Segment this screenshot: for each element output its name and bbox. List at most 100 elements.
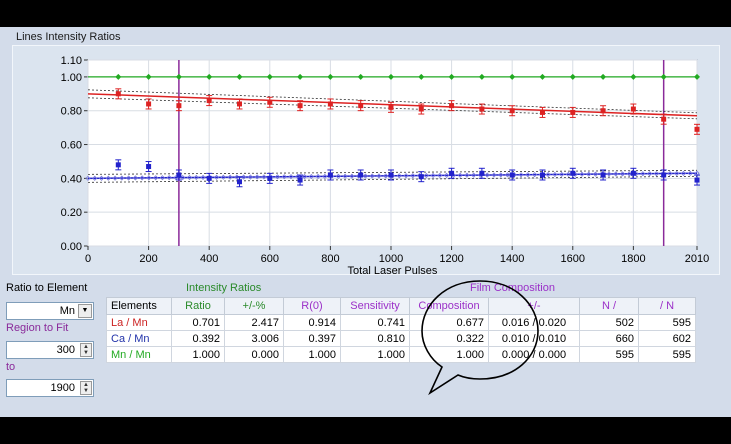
col-elements[interactable]: Elements (106, 297, 172, 315)
x-tick-label: 2010 (685, 253, 709, 265)
data-point[interactable] (388, 172, 394, 178)
data-point[interactable] (630, 73, 637, 80)
table-row-mn-mn[interactable]: Mn / Mn 1.000 0.000 1.000 1.000 1.000 0.000 / … (106, 346, 696, 363)
spinner-arrows-icon[interactable]: ▲ ▼ (80, 381, 92, 395)
data-point[interactable] (115, 91, 121, 97)
data-point[interactable] (327, 73, 334, 80)
data-point[interactable] (539, 73, 546, 80)
x-axis-label: Total Laser Pulses (348, 265, 438, 276)
data-point[interactable] (297, 103, 303, 109)
fit-marker (193, 174, 199, 181)
film-composition-header: Film Composition (470, 282, 555, 294)
data-point[interactable] (569, 73, 576, 80)
region-to-spinner[interactable]: 1900 ▲ ▼ (6, 379, 94, 397)
data-point[interactable] (297, 177, 303, 183)
table-body: La / Mn 0.701 2.417 0.914 0.741 0.677 0.016 / … (106, 314, 696, 363)
table-row-ca-mn[interactable]: Ca / Mn 0.392 3.006 0.397 0.810 0.322 0.010 / … (106, 330, 696, 347)
x-tick-label: 200 (139, 253, 157, 265)
data-point[interactable] (145, 73, 152, 80)
data-point[interactable] (327, 101, 333, 107)
data-point[interactable] (358, 172, 364, 178)
data-point[interactable] (418, 106, 424, 112)
data-point[interactable] (694, 126, 700, 132)
col-n-denominator[interactable]: / N (638, 297, 696, 315)
data-point[interactable] (570, 170, 576, 176)
fit-marker (680, 170, 687, 176)
data-point[interactable] (267, 99, 273, 105)
data-point[interactable] (236, 101, 242, 107)
data-point[interactable] (509, 172, 515, 178)
data-point[interactable] (418, 174, 424, 180)
y-tick-label: 0.60 (61, 140, 82, 152)
data-point[interactable] (327, 172, 333, 178)
fit-marker (105, 175, 111, 181)
chart-plot: 0.00 0.20 0.40 0.60 0.80 1.00 1.10 0 200 400 600 80… (61, 55, 710, 276)
data-point[interactable] (146, 164, 152, 170)
data-point[interactable] (176, 103, 182, 109)
data-point[interactable] (694, 73, 700, 80)
to-label: to (6, 361, 16, 373)
col-ratio-error[interactable]: +/-% (224, 297, 284, 315)
data-point[interactable] (509, 73, 516, 80)
data-point[interactable] (600, 172, 606, 178)
ratio-element-select[interactable]: Mn ▼ (6, 302, 94, 320)
col-r0[interactable]: R(0) (283, 297, 341, 315)
col-composition[interactable]: Composition (409, 297, 489, 315)
spinner-arrows-icon[interactable]: ▲ ▼ (80, 343, 92, 357)
data-point[interactable] (448, 73, 455, 80)
data-point[interactable] (357, 73, 364, 80)
data-point[interactable] (236, 179, 242, 185)
data-point[interactable] (478, 73, 485, 80)
data-point[interactable] (630, 106, 636, 112)
data-point[interactable] (297, 73, 304, 80)
data-point[interactable] (175, 73, 182, 80)
col-sensitivity[interactable]: Sensitivity (340, 297, 410, 315)
data-point[interactable] (539, 109, 545, 115)
data-point[interactable] (176, 172, 182, 178)
data-point[interactable] (388, 104, 394, 110)
data-point[interactable] (600, 108, 606, 114)
data-point[interactable] (694, 177, 700, 183)
table-header-row: Elements Ratio +/-% R(0) Sensitivity Com… (106, 297, 696, 315)
region-from-spinner[interactable]: 300 ▲ ▼ (6, 341, 94, 359)
data-point[interactable] (206, 98, 212, 104)
data-point[interactable] (266, 73, 273, 80)
data-point[interactable] (267, 175, 273, 181)
data-point[interactable] (449, 170, 455, 176)
fit-marker (396, 173, 402, 179)
fit-line (87, 93, 698, 117)
data-point[interactable] (115, 73, 122, 80)
data-point[interactable] (539, 172, 545, 178)
data-point[interactable] (600, 73, 607, 80)
data-point[interactable] (236, 73, 243, 80)
data-point[interactable] (206, 73, 213, 80)
data-point[interactable] (509, 108, 515, 114)
table-row-la-mn[interactable]: La / Mn 0.701 2.417 0.914 0.741 0.677 0.016 / … (106, 314, 696, 331)
data-point[interactable] (661, 116, 667, 122)
data-point[interactable] (479, 170, 485, 176)
data-point[interactable] (387, 73, 394, 80)
col-n-numerator[interactable]: N / (579, 297, 639, 315)
data-point[interactable] (146, 101, 152, 107)
table-cell: 602 (638, 330, 696, 347)
fit-marker (491, 172, 497, 178)
data-point[interactable] (115, 162, 121, 168)
region-to-value: 1900 (50, 382, 75, 394)
data-point[interactable] (358, 103, 364, 109)
fit-marker (274, 174, 281, 180)
data-point[interactable] (661, 172, 667, 178)
col-ratio[interactable]: Ratio (171, 297, 225, 315)
fit-marker (647, 171, 653, 177)
fit-marker (214, 174, 220, 180)
data-point[interactable] (449, 103, 455, 109)
fit-marker (464, 172, 470, 178)
data-point[interactable] (630, 170, 636, 176)
chevron-down-icon[interactable]: ▼ (78, 304, 92, 318)
data-point[interactable] (418, 73, 425, 80)
fit-marker (146, 175, 152, 181)
data-point[interactable] (479, 106, 485, 112)
data-point[interactable] (570, 109, 576, 115)
data-point[interactable] (660, 73, 667, 80)
y-tick-label: 0.20 (61, 207, 82, 219)
data-point[interactable] (206, 175, 212, 181)
